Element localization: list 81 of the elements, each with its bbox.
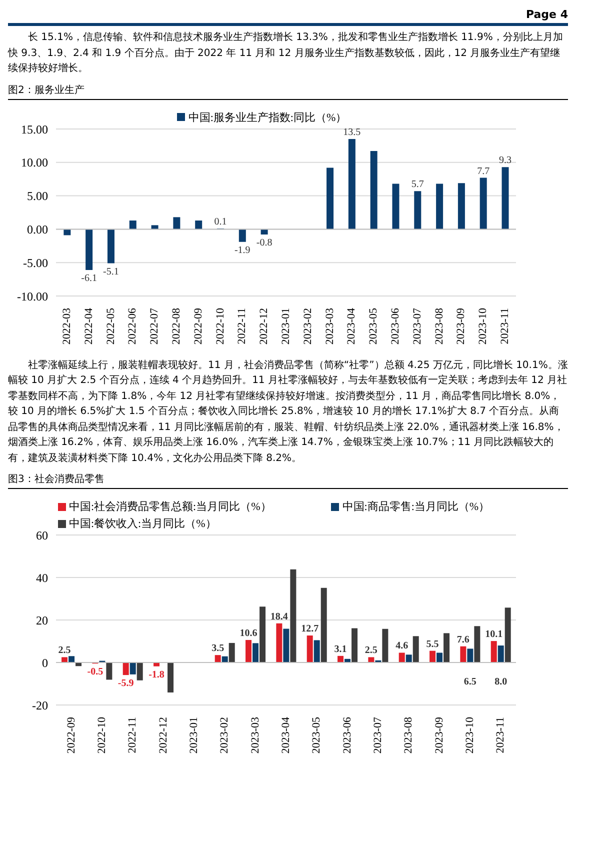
x-tick-label: 2023-11 (494, 717, 507, 754)
x-tick-label: 2023-01 (188, 717, 200, 754)
data-label: 18.4 (270, 611, 288, 622)
x-tick-label: 2022-11 (236, 308, 248, 344)
x-tick-label: 2022-10 (214, 307, 226, 344)
x-tick-label: 2023-07 (372, 716, 384, 754)
data-label: 2.5 (364, 645, 378, 656)
data-label: -1.8 (148, 669, 164, 680)
x-tick-label: 2023-06 (390, 307, 402, 344)
x-tick-label: 2022-03 (60, 307, 73, 344)
data-label: 6.5 (464, 676, 476, 688)
data-label: 2.5 (58, 645, 71, 656)
x-tick-label: 2023-03 (249, 716, 262, 754)
x-tick-label: 2022-05 (104, 307, 117, 344)
legend-label: 中国:商品零售:当月同比（%） (342, 500, 490, 514)
data-label: 9.3 (499, 154, 512, 166)
text: 长 15.1%，信息传输、软件和信息技术服务业生产指数增长 13.3%，批发和零售业生产指数增长 11.9%，分别比上月加快 9.3、1.9、2.4 和 1.9 个百分点。由于 2022 年 11 月和 12 月服务业生产指数基数较低，因此，12 月服务业生产有望继续保持较好增长。 (8, 30, 564, 76)
x-tick-label: 2023-04 (280, 716, 292, 754)
y-tick-label: 20 (36, 613, 48, 628)
x-tick-label: 2023-06 (341, 716, 354, 754)
legend-label: 中国:餐饮收入:当月同比（%） (69, 517, 216, 531)
x-tick-label: 2023-09 (455, 307, 468, 344)
data-label: 7.7 (477, 165, 490, 176)
data-label: -1.9 (234, 244, 250, 256)
x-tick-label: 2023-01 (280, 308, 292, 344)
data-label: -5.9 (118, 678, 134, 690)
x-tick-label: 2023-09 (433, 716, 446, 754)
data-label: 3.5 (212, 643, 224, 654)
data-label: -6.1 (81, 272, 97, 284)
x-tick-label: 2023-05 (368, 307, 380, 344)
data-label: 5.7 (411, 178, 424, 190)
y-tick-label: -20 (32, 698, 48, 712)
data-label: 3.1 (334, 644, 347, 655)
x-tick-label: 2022-10 (96, 716, 108, 754)
x-tick-label: 2023-03 (324, 307, 336, 344)
x-tick-label: 2022-09 (192, 307, 204, 344)
data-label: -0.8 (256, 237, 272, 248)
x-tick-label: 2022-04 (82, 307, 95, 344)
x-tick-label: 2023-07 (411, 307, 424, 344)
y-tick-label: 15.00 (21, 122, 48, 136)
data-label: 12.7 (301, 624, 319, 635)
x-tick-label: 2023-02 (302, 308, 314, 344)
x-tick-label: 2022-09 (65, 716, 78, 754)
x-tick-label: 2023-05 (310, 716, 323, 754)
x-tick-label: 2023-02 (218, 717, 231, 754)
x-tick-label: 2023-08 (402, 716, 415, 754)
text: 社零涨幅延续上行，服装鞋帽表现较好。11 月，社会消费品零售（简称“社零”）总额 4.25 万亿元，同比增长 10.1%。涨幅较 10 月扩大 2.5 个百分点，连续 4 个月趋势回升。11 月社零涨幅较好，与去年基数较低有一定关联；考虑到去年 12 月社零基数同样不高，为下降 1.8%，今年 12 月社零有望继续保持较好增速。按消费类型分，11 月，商品零售同比增长 8.0%，较 10 月的增长 6.5%扩大 1.5 个百分点；餐饮收入同比增长 25.8%，增速较 10 月的增长 17.1%扩大 8.7 个百分点。从商品零售的具体商品类型情况来看，11 月同比涨幅居前的有，服装、鞋帽、针纺织品类上涨 22.0%，通讯器材类上涨 16.8%，烟酒类上涨 16.2%，体育、娱乐用品类上涨 16.0%，汽车类上涨 14.7%，金银珠宝类上涨 10.7%；11 月同比跌幅较大的有，建筑及装潢材料类下降 10.4%，文化办公用品类下降 8.2%。 (8, 358, 568, 466)
chart-title: 图2：服务业生产 (8, 82, 568, 100)
data-label: -5.1 (103, 266, 119, 277)
x-tick-label: 2022-06 (126, 307, 139, 344)
y-tick-label: 0.00 (27, 222, 48, 236)
y-tick-label: 0 (42, 656, 48, 670)
text: Page 4 (8, 8, 568, 26)
data-label: 5.5 (426, 638, 439, 650)
x-tick-label: 2023-04 (346, 307, 358, 344)
x-tick-label: 2023-11 (499, 308, 512, 344)
y-tick-label: 60 (36, 528, 48, 542)
y-tick-label: -10.00 (17, 288, 48, 303)
x-tick-label: 2022-07 (148, 307, 161, 344)
x-tick-label: 2023-10 (477, 307, 490, 344)
x-tick-label: 2023-10 (464, 716, 476, 754)
legend-label: 中国:服务业生产指数:同比（%） (188, 110, 347, 124)
data-label: 10.1 (485, 629, 503, 640)
x-tick-label: 2022-08 (170, 307, 182, 344)
data-label: 7.6 (456, 634, 470, 646)
data-label: 4.6 (396, 640, 408, 652)
data-label: 10.6 (240, 628, 258, 639)
y-tick-label: 5.00 (27, 188, 48, 203)
legend-label: 中国:社会消费品零售总额:当月同比（%） (69, 500, 272, 514)
x-tick-label: 2022-11 (126, 717, 139, 754)
y-tick-label: 10.00 (21, 155, 48, 170)
y-tick-label: -5.00 (23, 255, 48, 270)
data-label: 0.1 (214, 216, 227, 228)
data-label: 13.5 (343, 126, 361, 138)
chart-title: 图3：社会消费品零售 (8, 472, 568, 489)
data-label: 8.0 (494, 676, 508, 688)
x-tick-label: 2022-12 (258, 308, 270, 344)
data-label: -0.5 (87, 666, 104, 678)
x-tick-label: 2023-08 (433, 307, 446, 344)
y-tick-label: 40 (36, 570, 48, 585)
x-tick-label: 2022-12 (157, 717, 170, 754)
